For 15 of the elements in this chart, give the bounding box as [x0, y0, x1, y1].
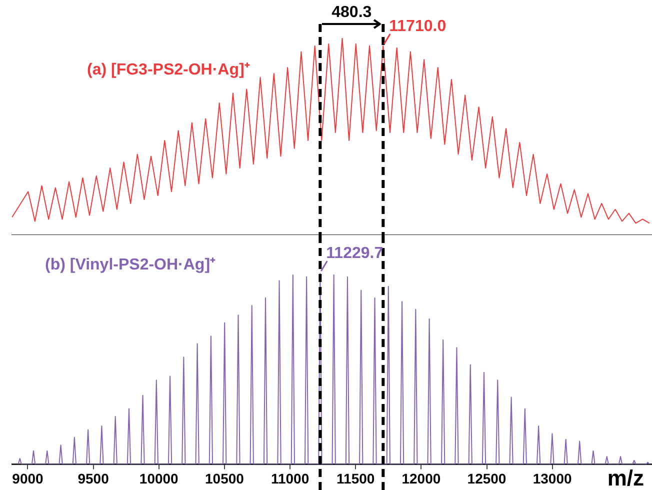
x-tick-label: 11000 — [270, 470, 310, 486]
x-tick-label: 10500 — [204, 470, 244, 486]
x-tick-label: 12500 — [467, 470, 506, 486]
x-tick-label: 9000 — [12, 470, 44, 486]
annotation: 11229.7 — [326, 245, 384, 262]
x-tick-label: 13000 — [532, 470, 572, 486]
x-tick-label: 10000 — [139, 470, 179, 486]
text: (b) [Vinyl-PS2-OH·Ag]⁺ — [45, 256, 216, 274]
x-axis-title: m/z — [607, 465, 644, 490]
text: 480.3 — [332, 4, 372, 21]
x-tick-label: 9500 — [78, 470, 110, 486]
annotation: 11710.0 — [389, 18, 446, 35]
series-label: (a) [FG3-PS2-OH·Ag]⁺ — [87, 61, 250, 78]
x-tick-label: 11500 — [336, 470, 375, 486]
x-tick-label: 12000 — [402, 470, 441, 486]
